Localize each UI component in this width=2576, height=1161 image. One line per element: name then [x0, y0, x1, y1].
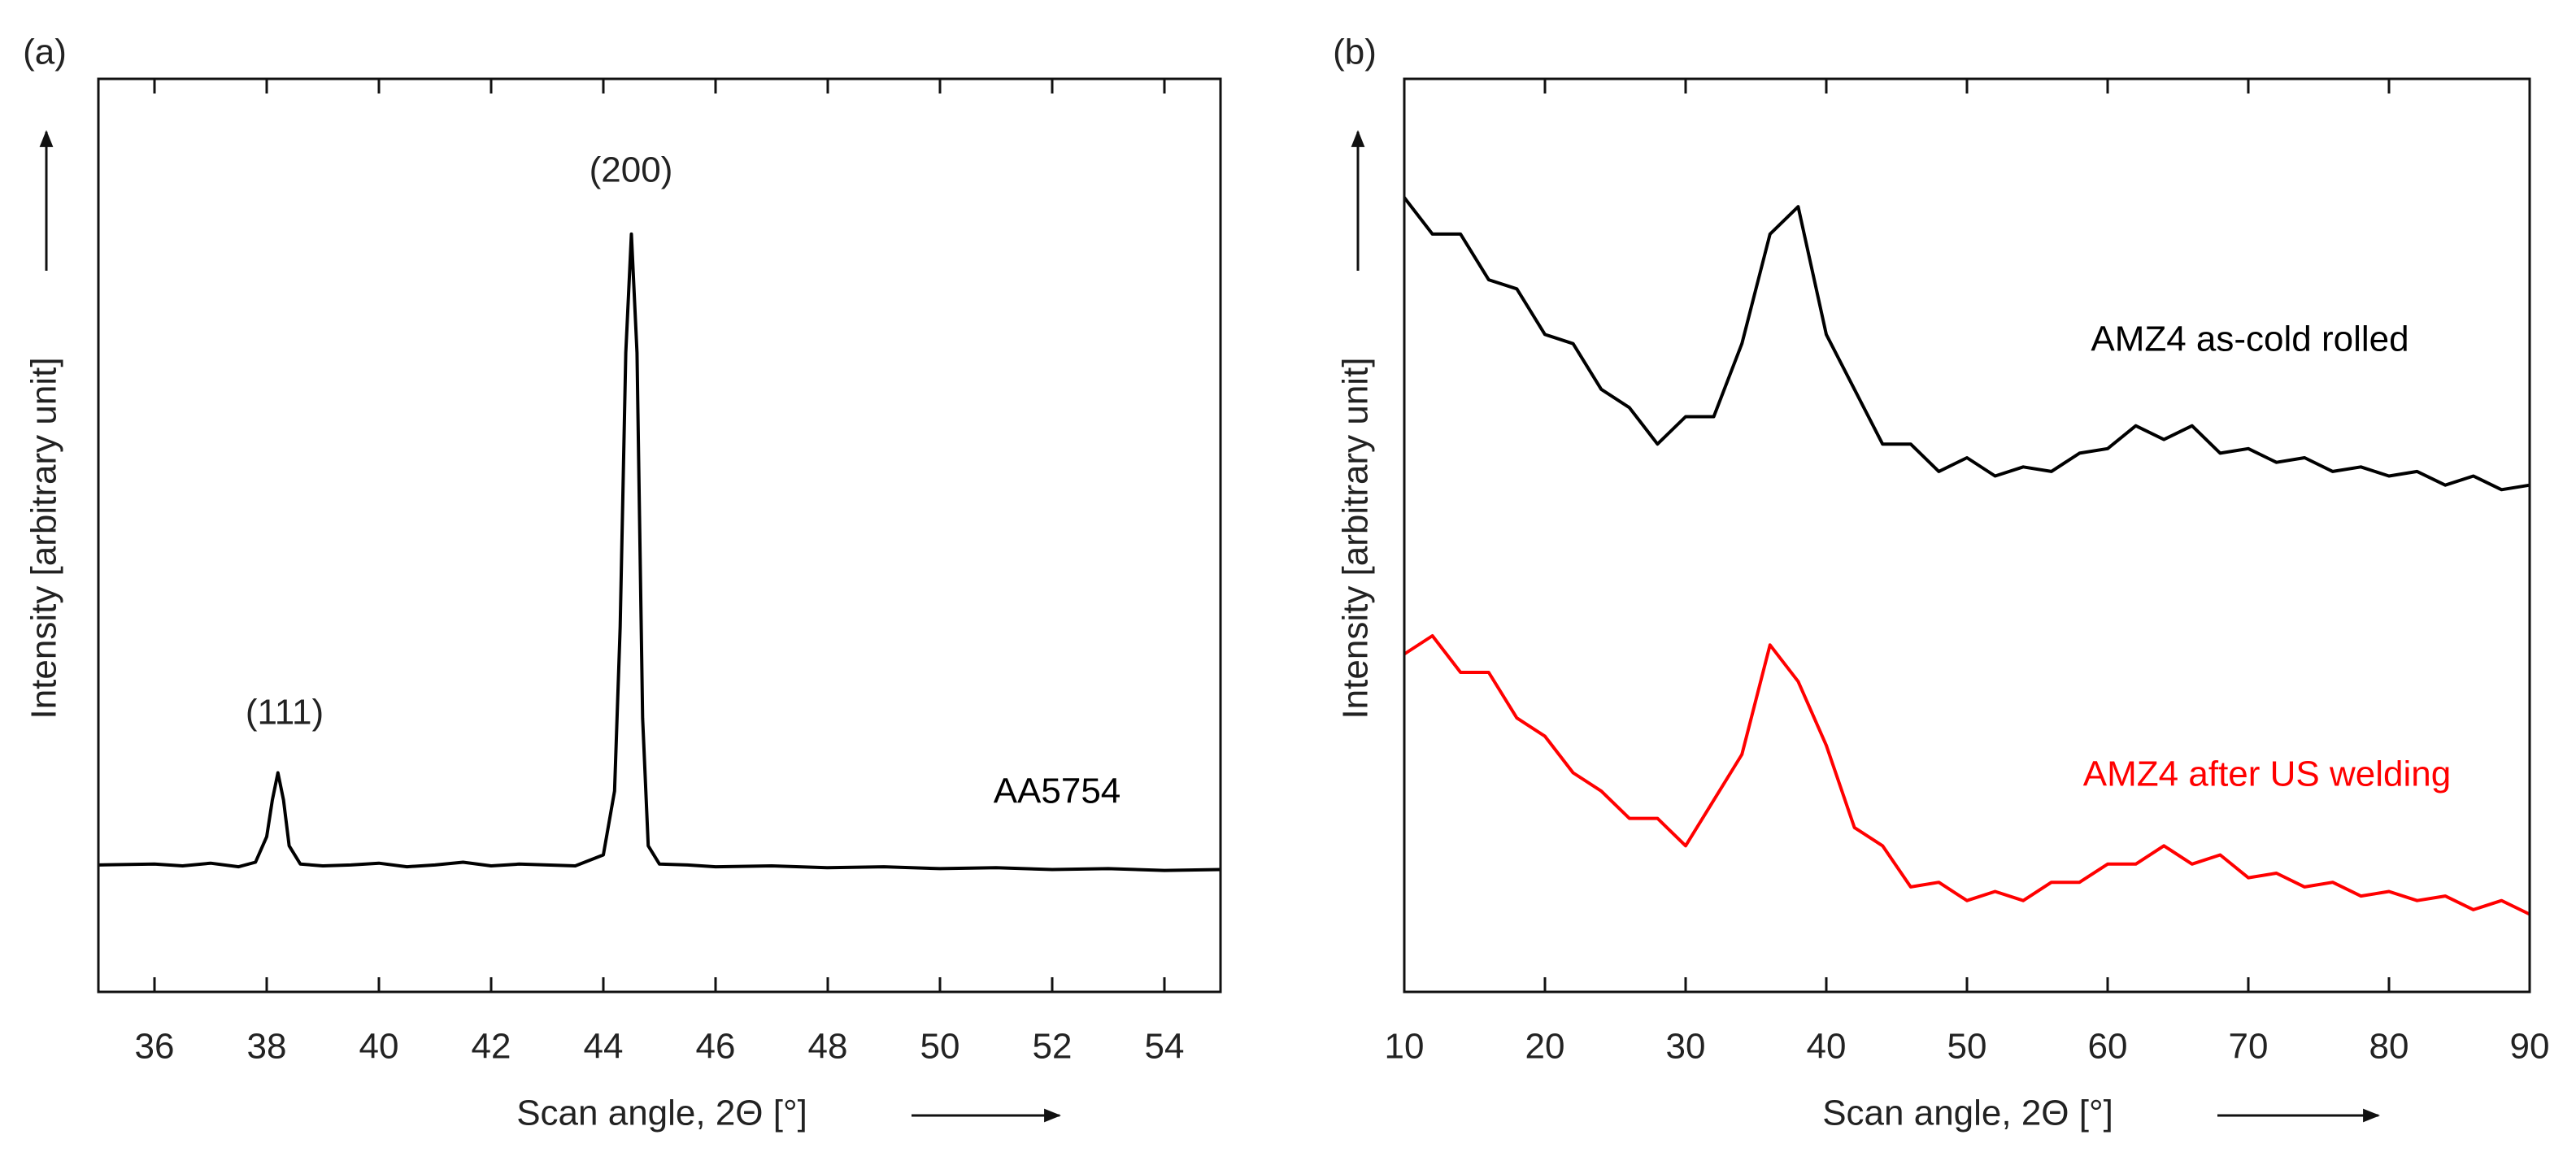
peak-label: (111)	[246, 693, 324, 733]
x-tick-label: 40	[359, 1027, 399, 1067]
x-tick-label: 50	[1947, 1027, 1987, 1067]
plot-frame	[1403, 77, 2531, 994]
x-tick-label: 36	[135, 1027, 175, 1067]
x-tick-label: 46	[696, 1027, 736, 1067]
x-tick-label: 48	[808, 1027, 848, 1067]
x-tick-label: 40	[1807, 1027, 1847, 1067]
x-tick-label: 70	[2229, 1027, 2269, 1067]
plot-frame	[97, 77, 1222, 994]
x-tick-label: 80	[2369, 1027, 2409, 1067]
x-tick-label: 30	[1666, 1027, 1706, 1067]
x-tick-label: 20	[1525, 1027, 1565, 1067]
series-label: AMZ4 as-cold rolled	[2091, 320, 2408, 359]
x-tick-label: 38	[247, 1027, 287, 1067]
x-tick-label: 10	[1385, 1027, 1425, 1067]
series-label: AMZ4 after US welding	[2083, 754, 2451, 794]
panel-label: (b)	[1333, 33, 1377, 72]
x-tick-label: 54	[1145, 1027, 1185, 1067]
x-tick-label: 42	[472, 1027, 511, 1067]
panel-label: (a)	[23, 33, 67, 72]
x-axis-label: Scan angle, 2Θ [°]	[516, 1094, 807, 1133]
x-axis-label: Scan angle, 2Θ [°]	[1822, 1094, 2113, 1133]
data-line	[1403, 196, 2530, 492]
data-line	[98, 232, 1221, 872]
y-axis-label: Intensity [arbitrary unit]	[24, 357, 64, 719]
data-line	[1403, 634, 2530, 916]
peak-label: (200)	[590, 150, 673, 190]
x-tick-label: 44	[584, 1027, 624, 1067]
series-label: AA5754	[994, 772, 1121, 811]
y-axis-label: Intensity [arbitrary unit]	[1336, 357, 1376, 719]
x-tick-label: 52	[1033, 1027, 1073, 1067]
x-tick-label: 50	[920, 1027, 960, 1067]
x-tick-label: 60	[2088, 1027, 2128, 1067]
x-tick-label: 90	[2510, 1027, 2550, 1067]
